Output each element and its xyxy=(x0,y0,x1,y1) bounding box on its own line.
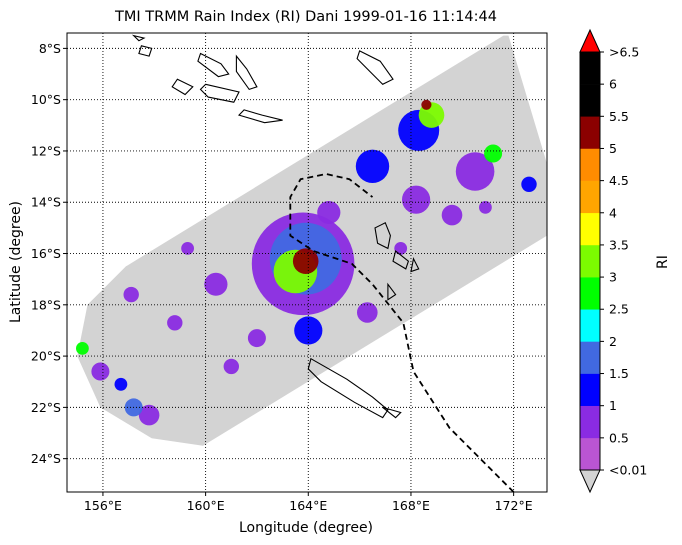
island-outline-6 xyxy=(138,45,153,57)
colorbar-extend-bottom xyxy=(579,469,601,494)
colorbar-segment-11 xyxy=(580,84,600,117)
colorbar-tick-label-13: >6.5 xyxy=(609,45,639,60)
rain-cell-23 xyxy=(394,242,408,255)
colorbar xyxy=(579,28,601,494)
island-outline-4 xyxy=(237,109,283,124)
x-tick-label-0: 156°E xyxy=(84,498,122,513)
colorbar-tick-label-4: 2 xyxy=(609,334,617,349)
island-outline-1 xyxy=(197,52,230,78)
rain-cell-24 xyxy=(76,342,89,355)
colorbar-tick-label-5: 2.5 xyxy=(609,302,629,317)
rain-cell-22 xyxy=(223,358,239,375)
island-outline-5 xyxy=(235,54,258,91)
rain-cell-25 xyxy=(114,377,128,391)
y-tick-label-2: 12°S xyxy=(31,143,61,158)
island-outline-9 xyxy=(392,250,410,270)
colorbar-segment-3 xyxy=(580,341,600,374)
colorbar-segment-4 xyxy=(580,309,600,342)
colorbar-tick-label-12: 6 xyxy=(609,77,617,92)
colorbar-segment-0 xyxy=(580,437,600,471)
island-outline-12 xyxy=(307,357,389,419)
x-tick-label-4: 172°E xyxy=(495,498,533,513)
gridlines xyxy=(67,33,547,492)
colorbar-ticks: <0.01 0.5 1 1.5 2 2.5 3 3.5 4 4.5 5 5.5 6 >6.5 xyxy=(600,45,647,478)
rain-cell-11 xyxy=(204,272,228,296)
x-tick-label-1: 160°E xyxy=(187,498,225,513)
colorbar-frame xyxy=(579,51,601,471)
rain-cell-7 xyxy=(402,185,431,214)
colorbar-segment-10 xyxy=(580,116,600,149)
rain-cell-16 xyxy=(91,362,110,381)
colorbar-segment-5 xyxy=(580,277,600,310)
x-tick-label-2: 164°E xyxy=(289,498,327,513)
colorbar-extend-top xyxy=(579,28,601,53)
rain-field xyxy=(76,99,537,426)
rain-cell-13 xyxy=(441,204,463,226)
rain-cell-20 xyxy=(123,286,139,303)
y-tick-label-0: 8°S xyxy=(39,41,61,56)
colorbar-tick-label-0: <0.01 xyxy=(609,463,647,478)
y-tick-label-3: 14°S xyxy=(31,195,61,210)
colorbar-tick-label-3: 1.5 xyxy=(609,366,629,381)
y-axis-label: Latitude (degree) xyxy=(8,201,24,323)
colorbar-label: RI xyxy=(655,255,671,269)
colorbar-tick-label-1: 0.5 xyxy=(609,430,629,445)
y-tick-label-5: 18°S xyxy=(31,297,61,312)
island-outline-8 xyxy=(374,222,391,250)
rain-cell-18 xyxy=(247,329,266,348)
island-outline-2 xyxy=(171,78,194,96)
island-outline-3 xyxy=(199,83,240,103)
x-axis-ticks: 156°E 160°E 164°E 168°E 172°E xyxy=(84,492,533,513)
y-tick-label-1: 10°S xyxy=(31,92,61,107)
island-outline-0 xyxy=(356,50,394,85)
colorbar-segment-12 xyxy=(580,52,600,85)
chart-title: TMI TRMM Rain Index (RI) Dani 1999-01-16… xyxy=(114,9,497,25)
y-axis-ticks: 8°S 10°S 12°S 14°S 16°S 18°S 20°S 22°S 24°S xyxy=(31,41,67,466)
colorbar-tick-label-10: 5 xyxy=(609,141,617,156)
rain-cell-15 xyxy=(484,144,503,163)
y-tick-label-8: 24°S xyxy=(31,451,61,466)
colorbar-tick-label-9: 4.5 xyxy=(609,173,629,188)
rain-cell-26 xyxy=(181,242,195,255)
rain-cell-19 xyxy=(521,176,537,192)
colorbar-segment-8 xyxy=(580,180,600,214)
plot-frame xyxy=(66,32,548,493)
x-tick-label-3: 168°E xyxy=(392,498,430,513)
y-tick-label-4: 16°S xyxy=(31,246,61,261)
rain-cell-10 xyxy=(317,201,341,224)
rain-cell-12 xyxy=(357,302,378,323)
coastlines xyxy=(131,34,420,419)
colorbar-tick-label-2: 1 xyxy=(609,398,617,413)
y-tick-label-6: 20°S xyxy=(31,349,61,364)
island-outline-13 xyxy=(382,406,402,419)
colorbar-segment-7 xyxy=(580,212,600,246)
rain-cell-27 xyxy=(479,201,492,214)
colorbar-segment-2 xyxy=(580,373,600,406)
colorbar-segment-1 xyxy=(580,405,600,439)
rain-cell-8 xyxy=(292,248,319,274)
island-outline-10 xyxy=(410,257,420,273)
colorbar-segment-9 xyxy=(580,148,600,181)
colorbar-tick-label-8: 4 xyxy=(609,205,617,220)
colorbar-segment-6 xyxy=(580,244,600,278)
colorbar-tick-label-6: 3 xyxy=(609,270,617,285)
rain-cell-5 xyxy=(355,149,390,183)
plot-area xyxy=(67,33,547,492)
colorbar-tick-label-7: 3.5 xyxy=(609,237,629,252)
colorbar-tick-label-11: 5.5 xyxy=(609,109,629,124)
rain-cell-4 xyxy=(455,152,495,191)
island-outline-7 xyxy=(131,34,146,42)
rain-cell-21 xyxy=(167,315,183,331)
rain-cell-28 xyxy=(421,99,432,110)
x-axis-label: Longitude (degree) xyxy=(239,520,373,536)
y-tick-label-7: 22°S xyxy=(31,400,61,415)
rain-cell-14 xyxy=(138,404,160,426)
island-outline-11 xyxy=(387,282,397,301)
